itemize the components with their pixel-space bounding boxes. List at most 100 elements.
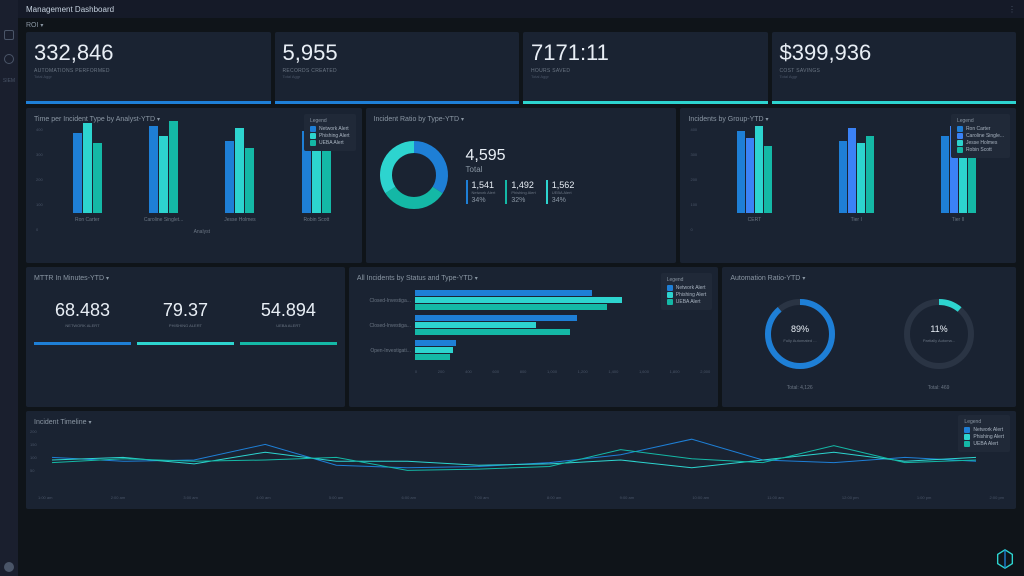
card-title[interactable]: Automation Ratio-YTD ▾	[730, 275, 1008, 282]
category-label: CERT	[704, 217, 804, 223]
card-title[interactable]: MTTR In Minutes-YTD ▾	[34, 275, 337, 282]
category-label: Caroline Singlet...	[126, 217, 200, 223]
mttr-label: PHISHING ALERT	[137, 323, 234, 328]
slice-label: Network Alert	[472, 190, 496, 195]
card-title[interactable]: All Incidents by Status and Type-YTD ▾	[357, 275, 710, 282]
bar	[159, 136, 168, 214]
mttr-card: MTTR In Minutes-YTD ▾ 68.483 NETWORK ALE…	[26, 267, 345, 407]
slice-value: 1,562	[552, 180, 575, 190]
more-icon[interactable]: ⋮	[1008, 5, 1016, 14]
auto-donut: 11% Partially Automa... Total: 469	[899, 294, 979, 391]
legend: Legend Network AlertPhishing AlertUEBA A…	[661, 273, 713, 310]
kpi-sub: Total Aggr	[34, 74, 263, 79]
slice-pct: 34%	[552, 197, 575, 204]
bar	[169, 121, 178, 214]
bar	[225, 141, 234, 214]
mttr-item: 79.37 PHISHING ALERT	[137, 300, 234, 345]
kpi-value: 7171:11	[531, 40, 760, 66]
bar	[764, 146, 772, 214]
bar	[73, 133, 82, 213]
auto-donut: 89% Fully Automated ... Total: 4,126	[760, 294, 840, 391]
hbar	[415, 347, 453, 353]
mttr-item: 54.894 UEBA ALERT	[240, 300, 337, 345]
slice-label: UEBA Alert	[552, 190, 575, 195]
svg-text:Partially Automa...: Partially Automa...	[922, 338, 954, 343]
kpi-value: 332,846	[34, 40, 263, 66]
mttr-label: NETWORK ALERT	[34, 323, 131, 328]
avatar[interactable]	[4, 562, 14, 572]
donut-total: Total: 4,126	[760, 385, 840, 391]
timeline-card: Incident Timeline ▾ 1:00 am2:00 am3:00 a…	[26, 411, 1016, 509]
kpi-sub: Total Aggr	[531, 74, 760, 79]
slice-pct: 32%	[511, 197, 535, 204]
hbar	[415, 322, 536, 328]
category-label: Jesse Holmes	[203, 217, 277, 223]
incidents-group-card: Incidents by Group-YTD ▾ 0100200300400CE…	[680, 108, 1016, 263]
bar	[839, 141, 847, 214]
card-title[interactable]: Incident Ratio by Type-YTD ▾	[374, 116, 669, 123]
mttr-value: 79.37	[137, 300, 234, 321]
svg-text:11%: 11%	[930, 324, 947, 334]
hbar	[415, 315, 577, 321]
svg-text:Fully Automated ...: Fully Automated ...	[783, 338, 816, 343]
roi-dropdown[interactable]: ROI ▾	[26, 22, 43, 29]
bar	[941, 136, 949, 214]
hbar	[415, 354, 450, 360]
slice-label: Phishing Alert	[511, 190, 535, 195]
nav-icon[interactable]	[4, 30, 14, 40]
legend: Legend Network AlertPhishing AlertUEBA A…	[304, 114, 356, 151]
category-label: Robin Scott	[279, 217, 353, 223]
bar	[737, 131, 745, 214]
roi-bar: ROI ▾	[18, 18, 1024, 32]
hbar	[415, 290, 592, 296]
total-label: Total	[466, 165, 575, 174]
card-title[interactable]: Incident Timeline ▾	[34, 419, 1008, 426]
hbar-label: Closed-Investiga...	[357, 323, 415, 329]
bar	[245, 148, 254, 213]
bar	[83, 123, 92, 213]
bar	[857, 143, 865, 213]
header: Management Dashboard ⋮	[18, 0, 1024, 18]
hbar	[415, 329, 570, 335]
kpi-sub: Total Aggr	[283, 74, 512, 79]
hbar-label: Closed-Investiga...	[357, 298, 415, 304]
mttr-value: 54.894	[240, 300, 337, 321]
donut-chart	[374, 135, 454, 215]
slice-value: 1,492	[511, 180, 535, 190]
search-icon[interactable]	[4, 54, 14, 64]
slice-pct: 34%	[472, 197, 496, 204]
kpi-value: 5,955	[283, 40, 512, 66]
kpi-card: 5,955 RECORDS CREATED Total Aggr	[275, 32, 520, 104]
page-title: Management Dashboard	[26, 5, 114, 14]
brand-logo	[994, 548, 1016, 570]
kpi-card: 332,846 AUTOMATIONS PERFORMED Total Aggr	[26, 32, 271, 104]
sidebar: SIEM	[0, 0, 18, 576]
bar	[149, 126, 158, 214]
legend: Legend Network AlertPhishing AlertUEBA A…	[958, 415, 1010, 452]
timeline-chart	[34, 430, 994, 490]
kpi-card: 7171:11 HOURS SAVED Total Aggr	[523, 32, 768, 104]
legend: Legend Ron CarterCaroline Single...Jesse…	[951, 114, 1010, 158]
hbar	[415, 297, 622, 303]
bar	[755, 126, 763, 214]
donut-total: Total: 469	[899, 385, 979, 391]
kpi-sub: Total Aggr	[780, 74, 1009, 79]
svg-text:89%: 89%	[791, 324, 809, 334]
bar	[235, 128, 244, 213]
all-incidents-card: All Incidents by Status and Type-YTD ▾ C…	[349, 267, 718, 407]
hbar	[415, 340, 456, 346]
mttr-label: UEBA ALERT	[240, 323, 337, 328]
category-label: Tier I	[806, 217, 906, 223]
bar	[848, 128, 856, 213]
mttr-item: 68.483 NETWORK ALERT	[34, 300, 131, 345]
automation-ratio-card: Automation Ratio-YTD ▾ 89% Fully Automat…	[722, 267, 1016, 407]
time-per-incident-card: Time per Incident Type by Analyst-YTD ▾ …	[26, 108, 362, 263]
hbar-label: Open-Investigati...	[357, 348, 415, 354]
total-value: 4,595	[466, 147, 575, 165]
slice-value: 1,541	[472, 180, 496, 190]
category-label: Tier II	[908, 217, 1008, 223]
nav-label[interactable]: SIEM	[3, 78, 15, 84]
mttr-value: 68.483	[34, 300, 131, 321]
kpi-card: $399,936 COST SAVINGS Total Aggr	[772, 32, 1017, 104]
bar	[93, 143, 102, 213]
